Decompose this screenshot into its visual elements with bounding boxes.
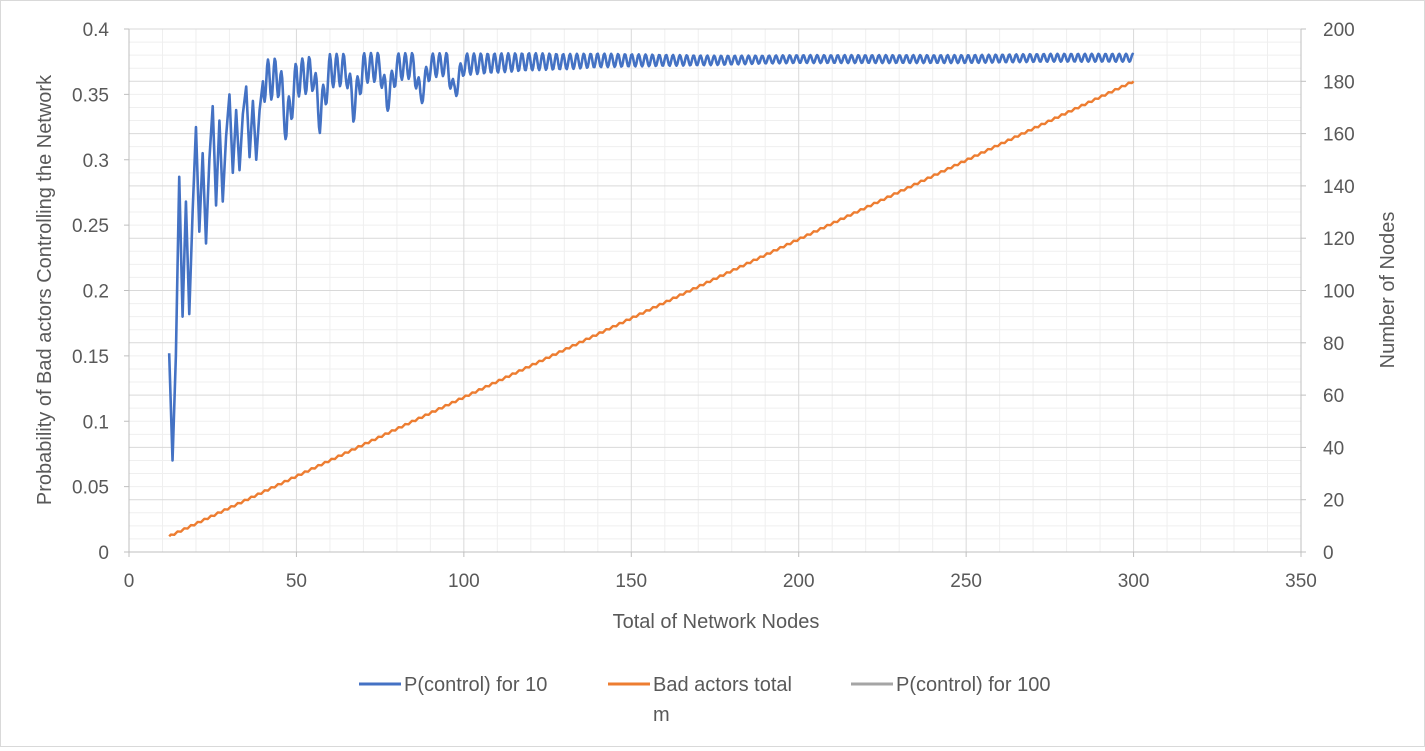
x-tick-label: 350 — [1285, 571, 1317, 592]
y-right-tick-label: 20 — [1323, 491, 1344, 512]
y-left-tick-label: 0.2 — [83, 282, 109, 303]
tick-labels: 0 50 100 150 200 250 300 35000.050.10.150.20.25… — [72, 20, 1355, 592]
series-layer — [167, 51, 1135, 538]
y-right-tick-label: 200 — [1323, 20, 1355, 41]
y-left-tick-label: 0.25 — [72, 216, 109, 237]
series-line-p-control-10 — [167, 51, 1135, 462]
y-right-tick-label: 180 — [1323, 72, 1355, 93]
legend: P(control) for 10 Bad actors total m P(co… — [359, 674, 1051, 726]
x-tick-label: 200 — [783, 571, 815, 592]
y-left-tick-label: 0.1 — [83, 412, 109, 433]
axes — [124, 28, 1306, 557]
legend-item-p-control-100[interactable]: P(control) for 100 — [851, 674, 1051, 696]
x-tick-label: 150 — [615, 571, 647, 592]
y-left-tick-label: 0.35 — [72, 85, 109, 106]
y-right-tick-label: 60 — [1323, 386, 1344, 407]
x-tick-label: 300 — [1118, 571, 1150, 592]
y-right-tick-label: 0 — [1323, 543, 1334, 564]
x-tick-label: 50 — [286, 571, 307, 592]
series-line-bad-actors — [168, 80, 1135, 538]
y-right-tick-label: 100 — [1323, 282, 1355, 303]
y-right-tick-label: 140 — [1323, 177, 1355, 198]
y-left-tick-label: 0.4 — [83, 20, 110, 41]
legend-label-p-control-100: P(control) for 100 — [896, 674, 1051, 696]
y-left-tick-label: 0.3 — [83, 151, 109, 172]
legend-item-bad-actors[interactable]: Bad actors total m — [608, 674, 792, 726]
y-axis-left-title: Probability of Bad actors Controlling th… — [34, 74, 56, 505]
y-right-tick-label: 80 — [1323, 334, 1344, 355]
x-tick-label: 100 — [448, 571, 480, 592]
y-right-tick-label: 160 — [1323, 125, 1355, 146]
gridlines — [129, 28, 1302, 552]
y-left-tick-label: 0.05 — [72, 478, 109, 499]
y-right-tick-label: 40 — [1323, 438, 1344, 459]
y-left-tick-label: 0 — [98, 543, 109, 564]
legend-item-p-control-10[interactable]: P(control) for 10 — [359, 674, 547, 696]
x-tick-label: 250 — [950, 571, 982, 592]
y-axis-right-title: Number of Nodes — [1377, 212, 1399, 369]
legend-label-p-control-10: P(control) for 10 — [404, 674, 547, 696]
legend-label-bad-actors: Bad actors total m — [653, 674, 792, 726]
y-right-tick-label: 120 — [1323, 229, 1355, 250]
x-axis-title: Total of Network Nodes — [613, 611, 820, 633]
y-left-tick-label: 0.15 — [72, 347, 109, 368]
x-tick-label: 0 — [124, 571, 135, 592]
